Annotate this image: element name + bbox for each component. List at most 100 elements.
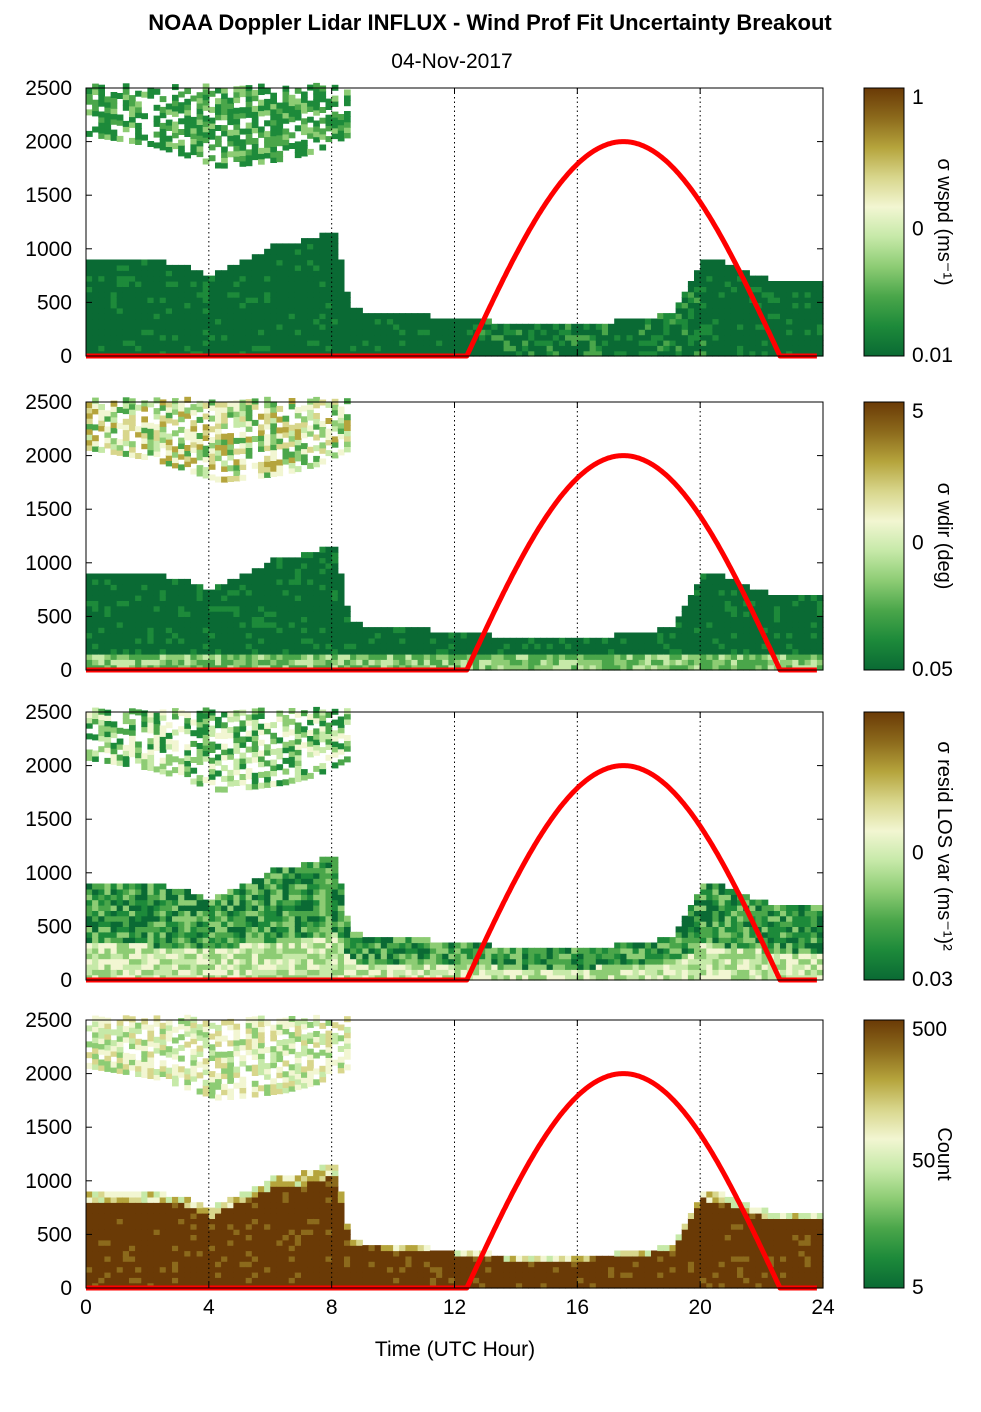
heatmap-cell [196,454,204,461]
heatmap-cell [325,621,333,628]
heatmap-cell [227,894,234,901]
heatmap-cell [153,329,161,336]
heatmap-cell [227,584,234,591]
heatmap-cell [165,888,173,895]
heatmap-cell [313,969,320,976]
heatmap-cell [215,722,222,729]
heatmap-cell [344,616,351,623]
heatmap-cell [178,769,185,776]
heatmap-cell [687,616,695,623]
heatmap-cell [153,894,161,901]
heatmap-cell [227,611,234,617]
heatmap-cell [215,318,222,325]
heatmap-cell [165,406,173,413]
heatmap-cell [601,648,609,655]
heatmap-cell [282,757,290,764]
heatmap-cell [294,318,302,325]
heatmap-cell [491,653,498,660]
heatmap-cell [215,455,222,462]
heatmap-cell [141,400,148,407]
heatmap-cell [135,128,142,135]
heatmap-cell [116,659,124,666]
heatmap-cell [202,643,210,650]
heatmap-cell [147,743,155,750]
heatmap-cell [86,754,93,761]
heatmap-cell [122,616,130,623]
heatmap-cell [86,637,93,644]
heatmap-cell [276,286,284,293]
heatmap-cell [712,664,720,671]
heatmap-cell [712,616,720,623]
heatmap-cell [620,637,627,644]
heatmap-cell [307,872,314,879]
heatmap-cell [208,133,216,140]
heatmap-cell [270,568,277,575]
heatmap-cell [233,584,241,591]
heatmap-cell [98,942,105,949]
heatmap-cell [792,323,799,330]
heatmap-cell [319,731,327,737]
heatmap-cell [313,643,320,650]
heatmap-cell [264,728,271,735]
heatmap-cell [184,910,191,917]
heatmap-cell [282,715,290,721]
heatmap-cell [110,915,118,922]
heatmap-cell [196,275,204,282]
heatmap-cell [147,92,155,99]
heatmap-cell [196,291,204,298]
heatmap-cell [233,134,241,141]
heatmap-cell [331,648,339,655]
heatmap-cell [583,664,591,671]
heatmap-cell [227,465,234,472]
heatmap-cell [331,425,339,432]
heatmap-cell [681,627,689,634]
heatmap-cell [98,307,105,314]
heatmap-cell [221,270,228,277]
heatmap-cell [706,600,713,607]
heatmap-cell [190,441,198,448]
heatmap-cell [116,449,124,456]
heatmap-cell [638,643,646,650]
heatmap-cell [694,313,701,320]
heatmap-cell [233,107,241,114]
heatmap-cell [116,119,124,126]
heatmap-cell [159,648,167,655]
heatmap-cell [202,942,210,949]
heatmap-cell [190,910,198,917]
heatmap-cell [558,637,566,644]
heatmap-cell [798,611,806,617]
heatmap-cell [258,659,265,666]
heatmap-cell [104,621,112,628]
heatmap-cell [196,400,204,407]
heatmap-cell [184,627,191,634]
heatmap-cell [221,406,228,413]
heatmap-cell [294,323,302,330]
heatmap-cell [792,297,799,303]
heatmap-cell [122,397,130,404]
heatmap-cell [110,108,118,115]
heatmap-cell [86,648,93,655]
heatmap-cell [251,286,259,293]
heatmap-cell [663,648,670,655]
heatmap-cell [288,264,296,271]
heatmap-cell [761,589,769,596]
heatmap-cell [92,408,99,415]
heatmap-cell [239,313,247,320]
heatmap-cell [282,323,290,330]
heatmap-cell [743,307,750,314]
heatmap-cell [92,323,99,330]
heatmap-cell [233,621,241,628]
heatmap-cell [558,323,566,330]
heatmap-cell [135,947,142,954]
heatmap-cell [307,915,314,922]
heatmap-cell [92,718,99,725]
heatmap-cell [405,323,413,330]
heatmap-cell [307,409,314,416]
heatmap-cell [98,589,105,596]
heatmap-cell [546,334,554,341]
heatmap-cell [491,345,498,352]
heatmap-cell [251,942,259,949]
heatmap-cell [362,648,370,655]
heatmap-cell [233,118,241,125]
heatmap-cell [153,424,161,431]
